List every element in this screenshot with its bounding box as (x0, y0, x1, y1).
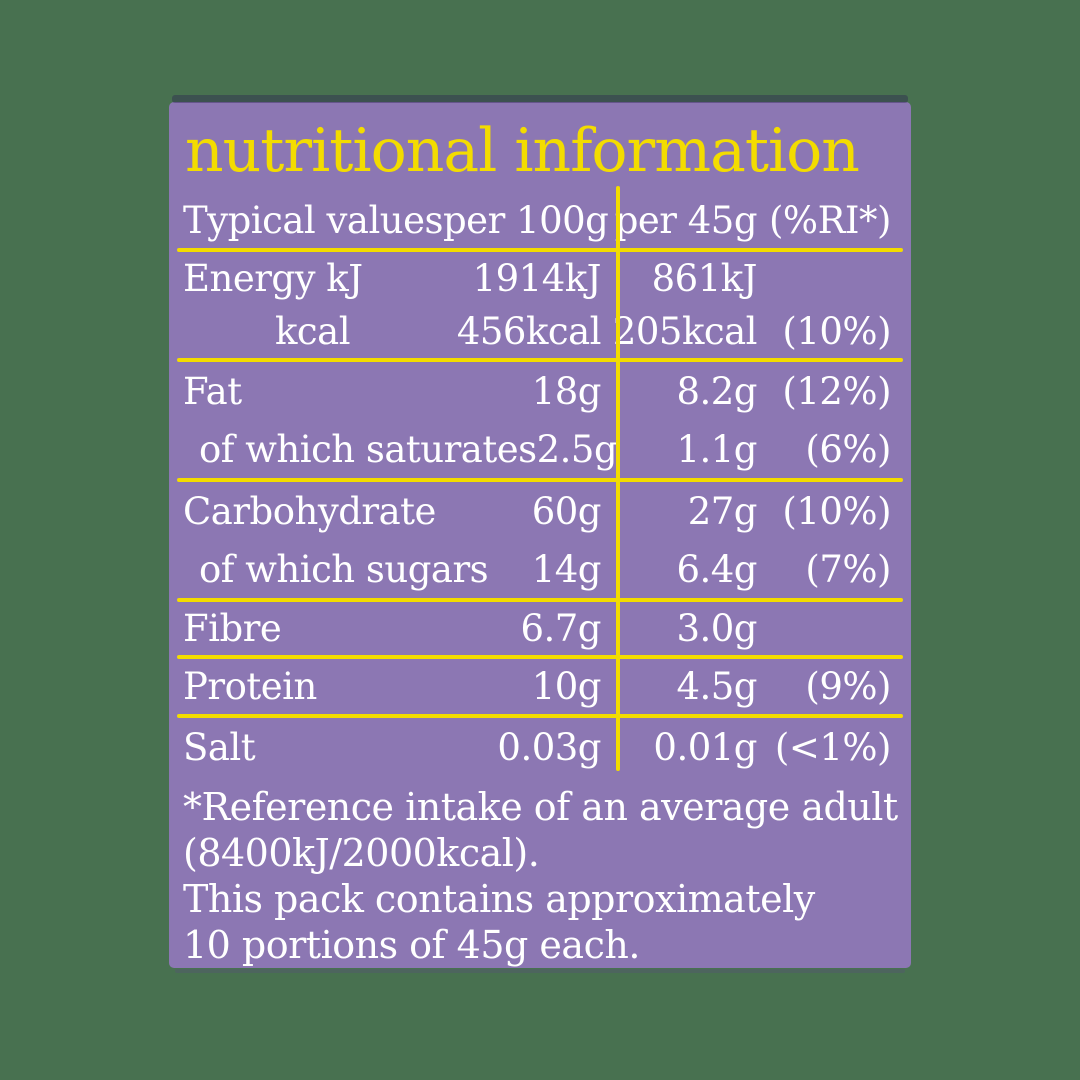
section-divider-line (177, 714, 903, 718)
table-row: Protein 10g 4.5g (9%) (169, 659, 911, 714)
table-row: of which saturates 2.5g 1.1g (6%) (169, 420, 911, 478)
section-divider-line (177, 478, 903, 482)
table-sections: Energy kJ 1914kJ 861kJ kcal 456kcal 205kcal (1… (169, 252, 911, 776)
cell-v100: 0.03g (497, 725, 601, 769)
cell-v45: 0.01g (653, 725, 757, 769)
cell-v45: 4.5g (676, 665, 757, 708)
cell-v100: 10g (531, 665, 602, 708)
table-row: Energy kJ 1914kJ 861kJ (169, 252, 911, 305)
cell-pct: (7%) (805, 547, 891, 591)
footnote-line: (8400kJ/2000kcal). (183, 831, 540, 875)
cell-v45: 1.1g (676, 427, 757, 471)
cell-pct: (9%) (805, 665, 891, 708)
cell-v100: 6.7g (520, 607, 601, 650)
cell-v45: 6.4g (676, 547, 757, 591)
cell-label: of which sugars (199, 547, 489, 591)
table-row: kcal 456kcal 205kcal (10%) (169, 305, 911, 358)
cell-v100: 2.5g (536, 427, 618, 471)
section-divider-line (177, 598, 903, 602)
cell-v45: 27g (687, 489, 758, 533)
cell-label: Fat (183, 369, 242, 413)
cell-pct: (12%) (782, 369, 891, 413)
cell-v45: 8.2g (676, 369, 757, 413)
cell-v100: 60g (531, 489, 602, 533)
cell-label: kcal (275, 310, 351, 353)
header-percent-ri: (%RI*) (768, 198, 892, 242)
cell-v100: 14g (531, 547, 602, 591)
table-section: Protein 10g 4.5g (9%) (169, 659, 911, 714)
cell-pct: (<1%) (774, 725, 892, 769)
cell-label: Salt (183, 725, 256, 769)
cell-v100: 1914kJ (472, 257, 602, 300)
table-row: Salt 0.03g 0.01g (<1%) (169, 718, 911, 776)
table-row: Carbohydrate 60g 27g (10%) (169, 482, 911, 540)
cell-v45: 205kcal (612, 310, 758, 353)
cell-v100: 18g (531, 369, 602, 413)
table-row: Fat 18g 8.2g (12%) (169, 362, 911, 420)
cell-v45: 3.0g (676, 607, 757, 650)
footnote-line: This pack contains approximately (183, 877, 815, 921)
footnote-line: 10 portions of 45g each. (183, 923, 640, 967)
header-per-100g: per 100g (443, 198, 609, 242)
cell-v100: 456kcal (456, 310, 602, 353)
cell-label: of which saturates (199, 427, 537, 471)
column-divider-line (616, 186, 620, 771)
page-title: nutritional information (185, 116, 860, 186)
cell-v45: 861kJ (651, 257, 758, 300)
table-section: Energy kJ 1914kJ 861kJ kcal 456kcal 205kcal (1… (169, 252, 911, 358)
footnote: *Reference intake of an average adult (8… (169, 784, 911, 968)
table-section: Fat 18g 8.2g (12%) of which saturates 2.5g 1.1… (169, 362, 911, 478)
header-typical-values: Typical values (183, 198, 444, 242)
header-per-45g: per 45g (614, 198, 758, 242)
table-section: Fibre 6.7g 3.0g (169, 602, 911, 655)
cell-label: Energy kJ (183, 257, 363, 300)
table-section: Carbohydrate 60g 27g (10%) of which sugars 14… (169, 482, 911, 598)
cell-pct: (10%) (782, 489, 891, 533)
cell-label: Carbohydrate (183, 489, 436, 533)
footnote-line: *Reference intake of an average adult (183, 785, 898, 829)
table-header-row: Typical values per 100g per 45g (%RI*) (169, 192, 911, 248)
nutrition-label-panel: nutritional information Typical values p… (169, 95, 911, 973)
cell-pct: (6%) (805, 427, 891, 471)
cell-pct: (10%) (782, 310, 891, 353)
cell-label: Protein (183, 665, 317, 708)
section-divider-line (177, 655, 903, 659)
header-divider-line (177, 248, 903, 252)
table-row: Fibre 6.7g 3.0g (169, 602, 911, 655)
table-row: of which sugars 14g 6.4g (7%) (169, 540, 911, 598)
table-section: Salt 0.03g 0.01g (<1%) (169, 718, 911, 776)
section-divider-line (177, 358, 903, 362)
cell-label: Fibre (183, 607, 282, 650)
